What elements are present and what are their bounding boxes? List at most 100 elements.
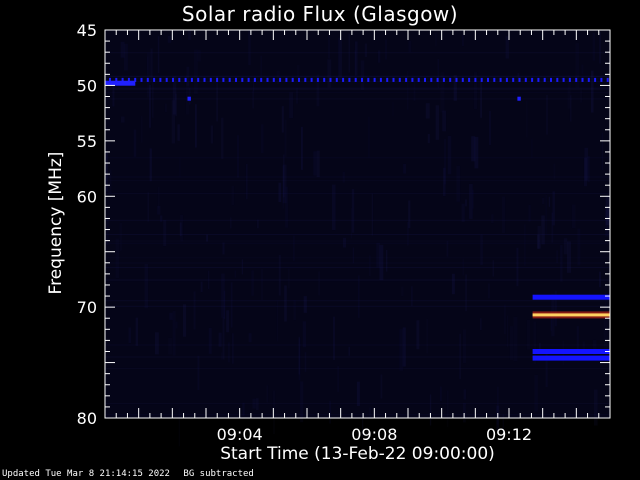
- dotted-band-dot: [203, 77, 206, 82]
- emission-line: [532, 355, 610, 361]
- noise-streak: [120, 116, 125, 123]
- noise-streak: [351, 189, 355, 233]
- noise-streak: [119, 222, 122, 251]
- noise-streak: [234, 270, 236, 278]
- dotted-band-dot: [260, 77, 263, 82]
- dotted-band-dot: [562, 77, 565, 82]
- noise-band: [105, 257, 610, 259]
- dotted-band-dot: [361, 77, 363, 82]
- noise-streak: [222, 317, 225, 360]
- noise-streak: [517, 73, 520, 82]
- noise-streak: [545, 349, 548, 387]
- dotted-band-dot: [543, 77, 546, 82]
- x-tick-label: 09:12: [486, 425, 532, 444]
- noise-streak: [157, 205, 161, 215]
- chart-title: Solar radio Flux (Glasgow): [181, 2, 459, 26]
- noise-streak: [352, 247, 354, 264]
- dotted-band-dot: [379, 77, 382, 82]
- y-tick-label: 80: [77, 409, 97, 428]
- dotted-band-dot: [279, 77, 282, 82]
- noise-streak: [553, 163, 556, 180]
- dotted-band-dot: [190, 77, 193, 82]
- noise-streak: [505, 36, 509, 59]
- noise-streak: [440, 72, 445, 113]
- noise-band: [105, 176, 610, 178]
- noise-streak: [105, 152, 108, 192]
- noise-streak: [379, 244, 384, 281]
- noise-streak: [528, 204, 531, 222]
- noise-streak: [297, 65, 300, 81]
- noise-streak: [459, 333, 461, 379]
- dotted-band-dot: [398, 77, 401, 82]
- dotted-band-dot: [367, 77, 370, 82]
- dotted-band-dot: [298, 77, 300, 82]
- noise-streak: [531, 138, 533, 158]
- y-tick-label: 50: [77, 76, 97, 95]
- noise-streak: [446, 390, 449, 427]
- dotted-band-dot: [480, 77, 483, 82]
- noise-streak: [152, 81, 154, 118]
- noise-streak: [524, 224, 526, 266]
- dotted-band-dot: [442, 77, 445, 82]
- noise-band: [105, 219, 610, 221]
- noise-streak: [293, 235, 295, 261]
- noise-streak: [128, 327, 131, 344]
- noise-streak: [333, 316, 335, 360]
- dotted-band-dot: [417, 77, 420, 82]
- emission-line: [105, 80, 136, 86]
- noise-band: [105, 279, 610, 280]
- noise-streak: [462, 329, 466, 364]
- dotted-band-dot: [587, 77, 590, 82]
- noise-streak: [304, 352, 307, 372]
- dotted-band-dot: [335, 77, 338, 82]
- noise-streak: [260, 55, 262, 77]
- dotted-band-dot: [474, 77, 477, 82]
- noise-streak: [489, 111, 491, 146]
- dotted-band-dot: [253, 77, 256, 82]
- noise-streak: [407, 71, 409, 110]
- noise-streak: [135, 317, 138, 346]
- noise-streak: [298, 338, 301, 381]
- noise-streak: [371, 193, 374, 236]
- noise-streak: [567, 241, 571, 273]
- noise-streak: [537, 234, 540, 249]
- dotted-band-dot: [146, 77, 149, 82]
- noise-streak: [164, 103, 167, 113]
- dotted-band-dot: [235, 77, 237, 82]
- noise-streak: [369, 407, 372, 418]
- noise-streak: [169, 312, 173, 320]
- x-tick-label: 09:08: [351, 425, 397, 444]
- noise-streak: [289, 92, 294, 119]
- noise-streak: [376, 242, 380, 268]
- x-axis-label: Start Time (13-Feb-22 09:00:00): [220, 444, 495, 464]
- noise-streak: [207, 270, 210, 290]
- noise-streak: [403, 163, 406, 174]
- noise-band: [105, 180, 610, 181]
- dotted-band-dot: [499, 77, 502, 82]
- dotted-band-dot: [241, 77, 244, 82]
- noise-band: [105, 76, 610, 77]
- noise-streak: [581, 64, 584, 74]
- noise-streak: [480, 234, 483, 265]
- noise-streak: [368, 116, 370, 158]
- noise-streak: [112, 80, 115, 107]
- noise-streak: [178, 407, 180, 447]
- dotted-band-dot: [455, 77, 458, 82]
- noise-band: [105, 88, 610, 90]
- noise-streak: [261, 124, 264, 153]
- noise-streak: [545, 194, 547, 234]
- dotted-band-dot: [487, 77, 489, 82]
- noise-streak: [548, 196, 550, 207]
- noise-streak: [465, 199, 467, 207]
- noise-streak: [288, 268, 290, 289]
- noise-streak: [426, 318, 428, 354]
- noise-streak: [284, 119, 287, 157]
- emission-line: [532, 349, 610, 354]
- noise-streak: [200, 281, 203, 293]
- noise-streak: [461, 203, 465, 222]
- dotted-band-dot: [291, 77, 294, 82]
- noise-streak: [360, 60, 365, 91]
- noise-streak: [442, 110, 447, 132]
- noise-streak: [278, 182, 282, 202]
- dotted-band-dot: [127, 77, 130, 82]
